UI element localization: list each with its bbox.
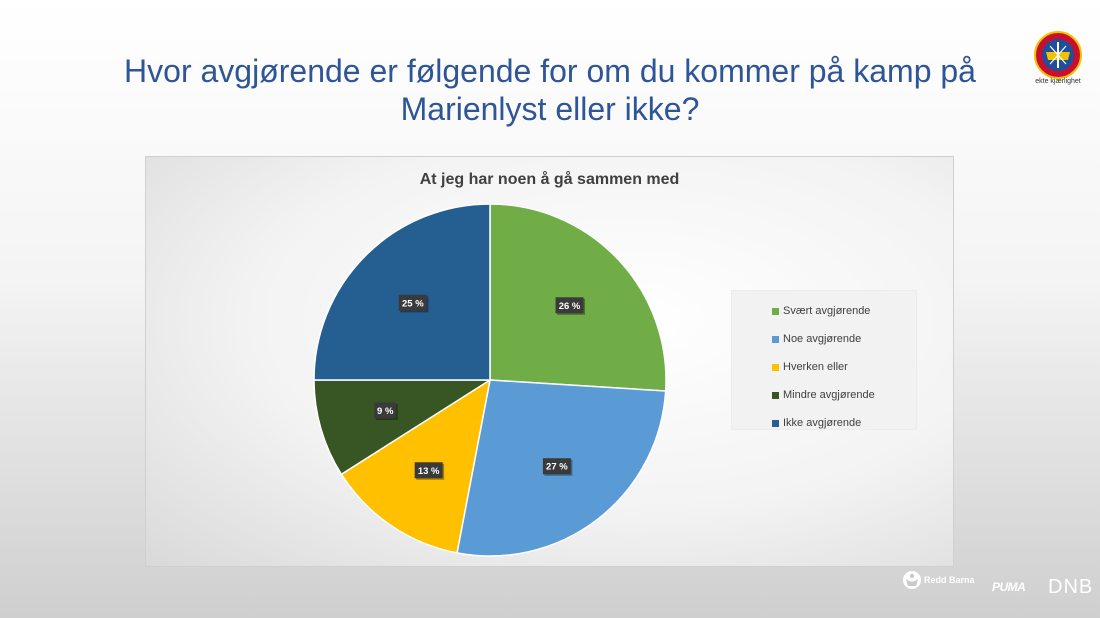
pie-slice-4 <box>313 203 491 381</box>
chart-title: At jeg har noen å gå sammen med <box>419 171 680 188</box>
club-crest-icon <box>1034 31 1082 79</box>
legend-item-1: Noe avgjørende <box>732 325 916 353</box>
legend-swatch <box>772 335 779 343</box>
svg-text:13 %: 13 % <box>418 466 440 477</box>
data-label-3: 9 % <box>374 402 398 420</box>
club-slogan: ekte kjærlighet <box>1035 78 1081 85</box>
data-label-1: 27 % <box>542 458 573 476</box>
svg-text:25 %: 25 % <box>402 298 424 309</box>
legend-swatch <box>772 307 779 315</box>
legend-label: Hverken eller <box>783 361 848 373</box>
legend-label: Svært avgjørende <box>783 305 871 317</box>
legend-swatch <box>772 419 779 427</box>
legend: Svært avgjørende Noe avgjørende Hverken el… <box>731 290 917 430</box>
redd-barna-icon <box>903 571 921 589</box>
legend-swatch <box>772 363 779 371</box>
svg-text:26 %: 26 % <box>559 301 581 312</box>
legend-label: Mindre avgjørende <box>783 389 875 401</box>
sponsor-dnb: DNB <box>1048 576 1093 599</box>
data-label-2: 13 % <box>414 462 445 480</box>
svg-text:9 %: 9 % <box>377 406 394 417</box>
legend-label: Ikke avgjørende <box>783 417 862 429</box>
slide-title: Hvor avgjørende er følgende for om du ko… <box>124 53 976 127</box>
svg-text:27 %: 27 % <box>546 462 568 473</box>
pie-chart: 26 % 27 % 13 % 9 % 25 % <box>313 203 667 557</box>
dnb-logo-text: DNB <box>1048 576 1094 598</box>
redd-barna-label: Redd Barna <box>924 575 975 585</box>
chart-area: At jeg har noen å gå sammen med 26 % 27 %… <box>145 156 954 567</box>
data-label-0: 26 % <box>555 297 586 315</box>
legend-label: Noe avgjørende <box>783 333 862 345</box>
legend-item-2: Hverken eller <box>732 353 916 381</box>
pie-slice-3 <box>313 379 493 476</box>
data-label-4: 25 % <box>398 294 429 313</box>
legend-item-3: Mindre avgjørende <box>732 381 916 409</box>
legend-item-0: Svært avgjørende <box>732 297 916 325</box>
sponsor-redd-barna: Redd Barna <box>902 570 975 590</box>
legend-item-4: Ikke avgjørende <box>732 409 916 437</box>
puma-logo-text: PUMA <box>992 580 1026 594</box>
sponsor-puma: PUMA <box>992 578 1026 596</box>
legend-swatch <box>772 391 779 399</box>
